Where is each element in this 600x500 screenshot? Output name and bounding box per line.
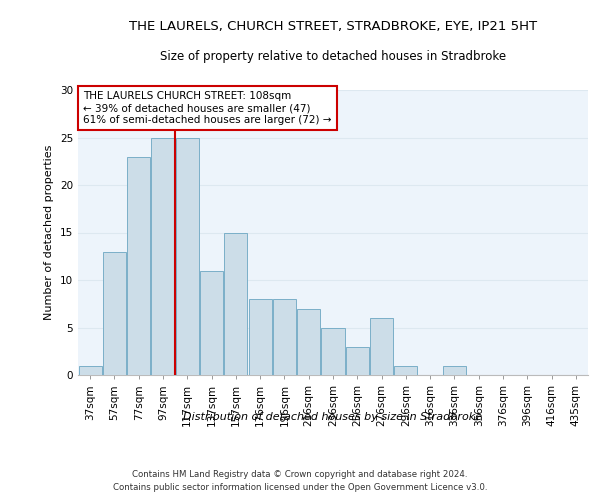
Bar [443,366,466,375]
Text: Contains public sector information licensed under the Open Government Licence v3: Contains public sector information licen… [113,482,487,492]
Bar [176,138,199,375]
Bar [346,346,369,375]
Text: Contains HM Land Registry data © Crown copyright and database right 2024.: Contains HM Land Registry data © Crown c… [132,470,468,479]
Bar [297,308,320,375]
Text: THE LAURELS CHURCH STREET: 108sqm
← 39% of detached houses are smaller (47)
61% : THE LAURELS CHURCH STREET: 108sqm ← 39% … [83,92,332,124]
Bar [127,156,150,375]
Y-axis label: Number of detached properties: Number of detached properties [44,145,55,320]
Text: Distribution of detached houses by size in Stradbroke: Distribution of detached houses by size … [184,412,482,422]
Bar [322,328,344,375]
Bar [273,299,296,375]
Bar [394,366,418,375]
Text: Size of property relative to detached houses in Stradbroke: Size of property relative to detached ho… [160,50,506,63]
Bar [224,232,247,375]
Bar [370,318,393,375]
Bar [200,270,223,375]
Text: THE LAURELS, CHURCH STREET, STRADBROKE, EYE, IP21 5HT: THE LAURELS, CHURCH STREET, STRADBROKE, … [129,20,537,33]
Bar [151,138,175,375]
Bar [248,299,272,375]
Bar [79,366,101,375]
Bar [103,252,126,375]
